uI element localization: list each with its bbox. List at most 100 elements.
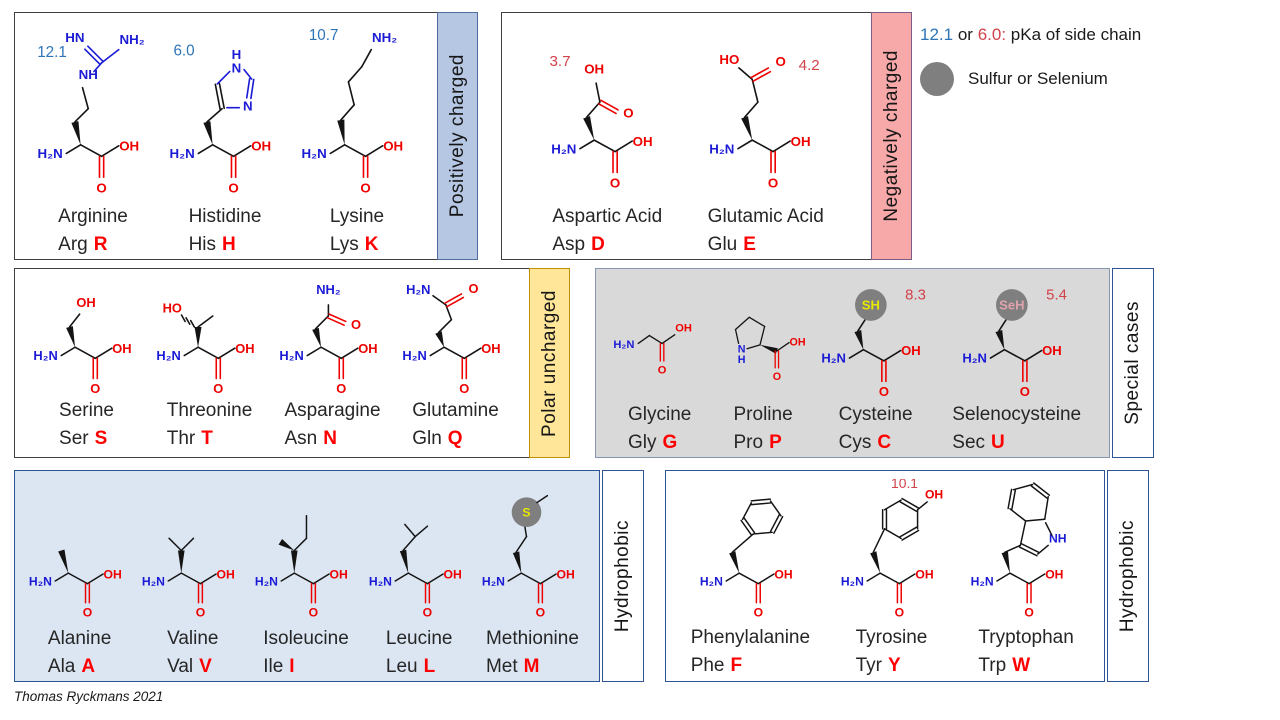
structure-area: H₂N OH O NH HN NH₂ 12.1 [27, 17, 159, 202]
legend-pka-line: 12.1 or 6.0: pKa of side chain [920, 22, 1276, 48]
pka-value: 4.2 [799, 57, 820, 74]
svg-text:OH: OH [675, 323, 692, 335]
amino-acid-code: Asn N [284, 425, 380, 453]
sulfur-selenium-circle [511, 497, 542, 528]
svg-text:HO: HO [162, 300, 181, 315]
amino-acid-card-pro: N H OH O Proline Pro P [711, 272, 814, 457]
legend: 12.1 or 6.0: pKa of side chain Sulfur or… [920, 22, 1276, 96]
amino-acid-code: Asp D [552, 231, 662, 259]
svg-text:OH: OH [119, 139, 139, 154]
structure-thr: H₂N OH O HO [156, 300, 254, 396]
amino-acid-card-phe: H₂N OH O Phenylalanine Phe F [674, 475, 827, 681]
legend-pka-desc: pKa of side chain [1010, 25, 1142, 44]
svg-text:OH: OH [481, 341, 500, 356]
amino-acid-name: Arginine [58, 206, 128, 227]
amino-acid-letter: L [423, 656, 436, 677]
amino-acid-name: Glutamine [412, 400, 499, 421]
group-label-strip-hydrophobic-2: Hydrophobic [1107, 470, 1149, 682]
svg-text:OH: OH [217, 567, 235, 581]
amino-acid-abbr: Lys [329, 234, 359, 255]
amino-acid-labels: Methionine Met M [486, 625, 579, 681]
amino-acid-letter: N [323, 428, 337, 449]
amino-acid-letter: Y [887, 655, 901, 676]
pka-value: 10.7 [309, 27, 339, 44]
amino-acid-letter: M [523, 656, 540, 677]
svg-text:OH: OH [443, 567, 461, 581]
structure-area: H₂N OH O OH O 3.7 [528, 17, 687, 202]
structure-arg: H₂N OH O NH HN NH₂ 12.1 [37, 30, 145, 196]
structure-area: H₂N OH O N H N 6.0 [159, 17, 291, 202]
amino-acid-labels: Phenylalanine Phe F [691, 624, 810, 680]
svg-text:OH: OH [774, 567, 792, 581]
group-label: Polar uncharged [538, 289, 560, 437]
amino-acid-labels: Glutamine Gln Q [412, 397, 499, 453]
amino-acid-abbr: Thr [166, 428, 196, 449]
amino-acid-abbr: Glu [707, 234, 738, 255]
amino-acid-code: Cys C [839, 429, 913, 457]
structure-asp: H₂N OH O OH O 3.7 [549, 53, 652, 191]
svg-text:O: O [468, 281, 478, 296]
amino-acid-letter: U [991, 432, 1005, 453]
svg-text:O: O [196, 606, 205, 620]
svg-text:O: O [350, 317, 360, 332]
amino-acid-code: His H [189, 231, 262, 259]
sulfur-selenium-circle [855, 289, 887, 321]
amino-acid-card-met: H₂N OH O S Methionine Met M [476, 475, 589, 681]
structure-area: H₂N OH O S [476, 475, 589, 624]
svg-text:O: O [1020, 384, 1030, 399]
pka-value: 3.7 [549, 53, 570, 70]
structure-area: H₂N OH O HO [148, 272, 271, 396]
amino-acid-abbr: Ser [59, 428, 89, 449]
svg-text:S: S [522, 506, 530, 520]
structure-area: H₂N OH O [363, 475, 476, 624]
svg-text:H₂N: H₂N [613, 339, 634, 351]
amino-acid-card-his: H₂N OH O N H N 6.0 Histidine His H [159, 17, 291, 259]
structure-gly: H₂N OH O [613, 323, 692, 377]
amino-acid-code: Met M [486, 653, 579, 681]
svg-text:O: O [90, 381, 100, 396]
amino-acid-card-lys: H₂N OH O NH₂ 10.7 Lysine Lys K [291, 17, 423, 259]
svg-text:SH: SH [862, 298, 880, 313]
svg-text:O: O [96, 180, 106, 195]
svg-text:NH₂: NH₂ [372, 30, 397, 45]
pka-value: 10.1 [891, 479, 918, 491]
amino-acid-name: Glutamic Acid [707, 206, 824, 227]
amino-acid-abbr: Val [167, 656, 194, 677]
amino-acid-labels: Histidine His H [189, 203, 262, 259]
legend-pka-blue-value: 12.1 [920, 25, 954, 44]
amino-acid-letter: D [591, 234, 605, 255]
amino-acid-name: Tryptophan [978, 627, 1074, 648]
svg-text:N: N [243, 99, 253, 114]
group-hydrophobic-aromatic: H₂N OH O Phenylalanine Phe F H₂N OH O OH 10.1 Tyros… [665, 470, 1105, 682]
amino-acid-labels: Glycine Gly G [628, 401, 691, 457]
amino-acid-letter: I [289, 656, 295, 677]
amino-acid-card-gly: H₂N OH O Glycine Gly G [608, 272, 711, 457]
svg-text:O: O [360, 180, 370, 195]
amino-acid-letter: V [199, 656, 212, 677]
group-label-strip-negative: Negatively charged [871, 12, 912, 260]
svg-text:OH: OH [358, 341, 377, 356]
amino-acid-card-gln: H₂N OH O H₂N O Glutamine Gln Q [394, 272, 517, 457]
svg-text:OH: OH [915, 567, 933, 581]
svg-text:OH: OH [925, 487, 943, 501]
amino-acid-letter: W [1012, 655, 1031, 676]
structure-pro: NH OH O [735, 316, 806, 383]
svg-text:O: O [83, 606, 92, 620]
svg-text:OH: OH [632, 134, 652, 149]
svg-text:OH: OH [791, 134, 811, 149]
legend-pka-red-value: 6.0: [977, 25, 1007, 44]
pka-value: 12.1 [37, 44, 67, 61]
amino-acid-name: Isoleucine [263, 628, 349, 649]
svg-text:H₂N: H₂N [963, 351, 988, 366]
amino-acid-code: Trp W [978, 652, 1073, 680]
amino-acid-card-asn: H₂N OH O NH₂ O Asparagine Asn N [271, 272, 394, 457]
svg-text:OH: OH [1045, 567, 1063, 581]
structure-area: H₂N OH O H₂N O [394, 272, 517, 396]
amino-acid-labels: Cysteine Cys C [839, 401, 913, 457]
svg-text:O: O [879, 384, 889, 399]
svg-text:NH₂: NH₂ [119, 32, 144, 47]
amino-acid-labels: Aspartic Acid Asp D [552, 203, 662, 259]
amino-acid-name: Proline [733, 404, 793, 425]
amino-acid-labels: Selenocysteine Sec U [952, 401, 1081, 457]
